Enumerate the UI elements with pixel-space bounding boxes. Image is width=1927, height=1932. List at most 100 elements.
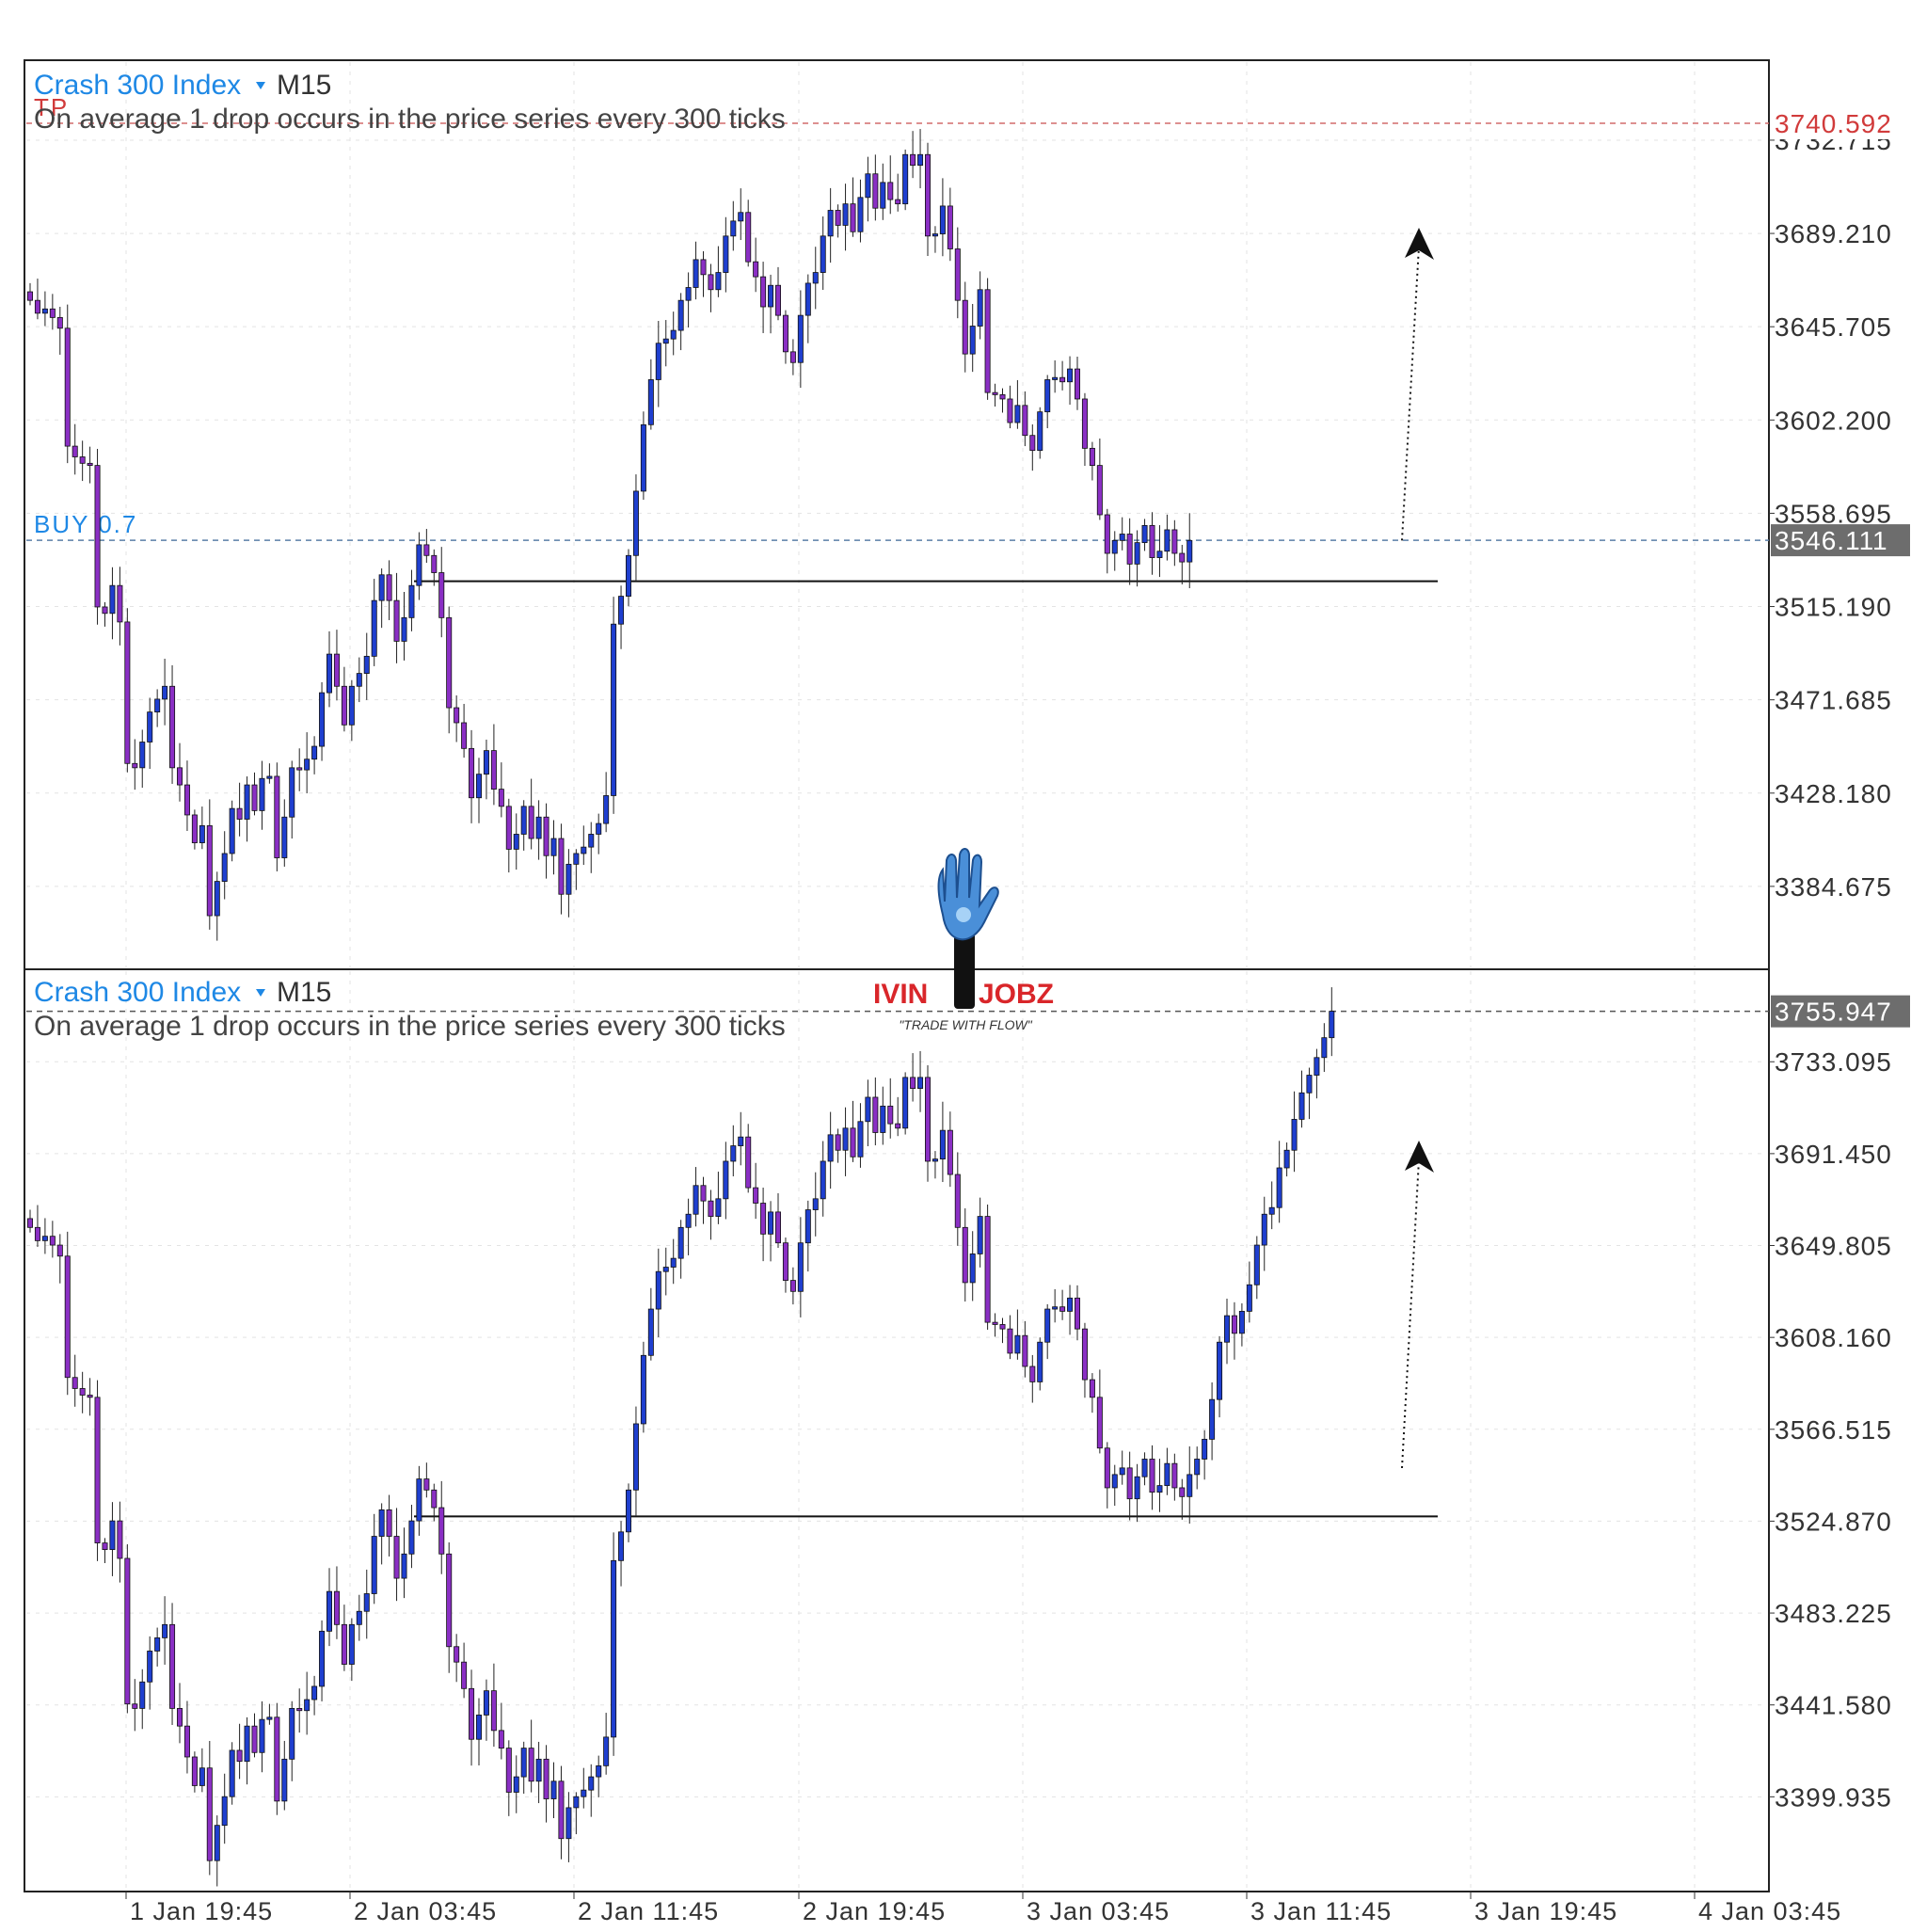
candle-body-bull [581,1789,587,1797]
candle-body-bull [1314,1057,1320,1076]
candle [490,1663,497,1748]
candle-body-bull [363,1593,370,1612]
candle-body-bull [483,1690,489,1716]
candle [1238,1302,1245,1347]
candle-body-bear [1075,368,1081,400]
candle [1141,519,1148,551]
candle-body-bull [611,1559,617,1738]
candle-body-bull [311,745,318,760]
candle-body-bull [565,863,572,895]
candle-body-bull [977,1216,983,1254]
candle-layer [26,129,1335,1887]
candle [1156,1459,1163,1512]
candle-body-bear [558,1780,565,1840]
candle [475,1698,482,1766]
candle-body-bull [319,692,326,747]
candle [835,1128,841,1163]
bottom-description: On average 1 drop occurs in the price se… [34,1011,786,1042]
candle-body-bull [356,673,362,687]
candle [528,1719,534,1793]
candle [326,1568,332,1647]
candle [1052,1288,1059,1323]
triangle-down-icon[interactable] [256,989,265,997]
candle [296,748,303,791]
candle-body-bull [932,233,938,237]
y-tick-label: 3399.935 [1775,1782,1892,1812]
candle-body-bear [760,276,767,308]
candle [461,703,468,758]
candle-body-bull [827,1134,834,1162]
candle [124,608,131,773]
candle-body-bear [87,1395,93,1398]
candle-body-bear [469,1687,475,1740]
candle [371,579,377,666]
candle-body-bull [401,616,407,642]
candle [505,1740,512,1816]
candle [992,383,998,407]
candle [887,1078,894,1139]
candle-body-bear [947,205,953,249]
candle-body-bull [969,1253,976,1284]
candle-body-bull [1067,1297,1074,1312]
projection-arrow-line[interactable] [1401,1158,1420,1469]
y-tick-label: 3515.190 [1775,593,1892,622]
candle-body-bull [917,1077,924,1090]
candle-body-bear [386,574,392,601]
candle [588,822,595,873]
candle-body-bull [647,379,654,425]
top-symbol-label[interactable]: Crash 300 Index [34,70,241,101]
candle [72,1354,78,1407]
candle [775,266,782,321]
candle-body-bull [917,153,924,167]
candle [408,1505,415,1569]
logo-text-right: JOBZ [979,979,1054,1010]
candle-body-bull [1276,1167,1282,1208]
candle-body-bear [528,1748,534,1782]
candle [670,311,677,356]
candle [992,1313,998,1337]
candle-body-bear [183,784,190,816]
candle [880,163,886,220]
candle [910,131,916,179]
candle-body-bull [214,1825,220,1861]
candle [984,1205,991,1331]
candle-body-bear [117,1520,123,1559]
candle [753,237,759,293]
candle [363,632,370,700]
candle-body-bull [1202,1438,1208,1460]
candle [760,1187,767,1262]
candle-body-bull [154,698,161,713]
candle [977,271,983,340]
candle-body-bear [1104,514,1110,554]
x-tick-label: 4 Jan 03:45 [1698,1897,1841,1925]
y-tick-label: 3691.450 [1775,1140,1892,1169]
bottom-symbol-label[interactable]: Crash 300 Index [34,977,241,1008]
candle-body-bull [1261,1213,1267,1246]
arrow-head-icon [1405,1141,1434,1173]
candle [812,247,819,310]
candle-body-bull [513,1776,519,1793]
candle [596,1755,602,1797]
candle [872,154,879,221]
logo-tagline: "TRADE WITH FLOW" [899,1017,1032,1032]
candle-body-bull [1014,405,1021,423]
candle [371,1513,377,1605]
candle [147,1636,153,1710]
candle [670,1238,677,1285]
candle-body-bear [296,1708,303,1712]
x-tick-label: 2 Jan 19:45 [803,1897,946,1925]
candle [319,681,326,761]
candle-body-bear [962,1226,968,1284]
candle [693,1167,699,1227]
candle-body-bull [581,846,587,854]
candle-body-bear [393,1536,400,1579]
candle [206,799,213,930]
candle [596,813,602,854]
candle-body-bear [56,316,63,329]
projection-arrow-line[interactable] [1401,246,1420,541]
candle [132,1679,138,1732]
candle-body-bear [236,807,243,820]
candle-body-bear [132,1703,138,1709]
triangle-down-icon[interactable] [256,82,265,89]
